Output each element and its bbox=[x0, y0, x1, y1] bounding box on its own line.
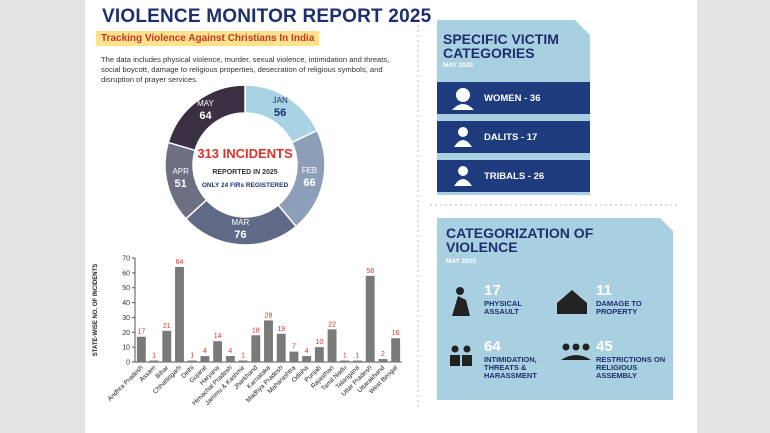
value-label: 1 bbox=[241, 353, 245, 360]
bar bbox=[213, 341, 223, 362]
value-label: 2 bbox=[381, 351, 385, 358]
victim-item: DALITS - 17 bbox=[484, 132, 538, 143]
value-label: 1 bbox=[356, 353, 360, 360]
bar bbox=[353, 360, 362, 362]
value-label: 21 bbox=[163, 323, 171, 330]
donut-center bbox=[194, 114, 296, 216]
bar bbox=[264, 320, 273, 362]
month-value: 66 bbox=[303, 177, 315, 189]
month-label: FEB bbox=[302, 166, 318, 175]
bar bbox=[251, 335, 261, 362]
panel-title: SPECIFIC VICTIM CATEGORIES bbox=[443, 31, 559, 61]
value-label: 28 bbox=[265, 312, 273, 319]
bar bbox=[378, 359, 388, 362]
description: The data includes physical violence, mur… bbox=[101, 55, 390, 84]
category: RESTRICTIONS ON RELIGIOUS ASSEMBLY bbox=[596, 355, 666, 380]
category-icons bbox=[450, 287, 591, 366]
bar bbox=[340, 360, 350, 362]
y-tick-label: 50 bbox=[122, 285, 130, 292]
bar bbox=[162, 330, 172, 362]
value-label: 1 bbox=[190, 353, 194, 360]
value-label: 10 bbox=[315, 339, 323, 346]
month-label: MAR bbox=[231, 218, 249, 227]
y-tick-label: 40 bbox=[122, 300, 130, 307]
bar bbox=[365, 275, 375, 362]
y-tick-label: 30 bbox=[122, 315, 130, 322]
center-subtitle: REPORTED IN 2025 bbox=[212, 169, 277, 176]
donut-segment bbox=[167, 84, 246, 152]
value-label: 7 bbox=[292, 344, 296, 351]
month-value: 76 bbox=[234, 229, 246, 241]
value-label: 22 bbox=[328, 321, 336, 328]
bar bbox=[327, 329, 337, 362]
value-label: 16 bbox=[392, 330, 400, 337]
center-note: ONLY 24 FIRs REGISTERED bbox=[202, 182, 289, 189]
period: MAY 2025 bbox=[446, 258, 476, 265]
category: DAMAGE TO PROPERTY bbox=[596, 299, 642, 316]
y-tick-label: 0 bbox=[126, 360, 130, 367]
y-tick-label: 60 bbox=[122, 270, 130, 277]
month-label: JAN bbox=[273, 96, 288, 105]
bar bbox=[238, 360, 248, 362]
bar bbox=[314, 347, 324, 362]
value-label: 1 bbox=[343, 353, 347, 360]
victim-icons bbox=[452, 88, 474, 186]
value-label: 4 bbox=[203, 348, 207, 355]
subtitle: Tracking Violence Against Christians In … bbox=[96, 31, 320, 46]
month-label: MAY bbox=[197, 99, 214, 108]
bar bbox=[225, 356, 235, 362]
bar bbox=[187, 360, 197, 362]
category-panel bbox=[437, 218, 673, 400]
category: PHYSICAL ASSAULT bbox=[484, 299, 522, 316]
center-title: 313 INCIDENTS bbox=[197, 146, 293, 161]
count: 17 bbox=[484, 282, 501, 299]
category: INTIMIDATION, THREATS & HARASSMENT bbox=[484, 355, 537, 380]
panel-title: CATEGORIZATION OF VIOLENCE bbox=[446, 225, 594, 255]
month-value: 56 bbox=[274, 107, 286, 119]
y-tick-label: 20 bbox=[122, 330, 130, 337]
value-label: 19 bbox=[277, 326, 285, 333]
month-value: 64 bbox=[199, 110, 212, 122]
bar bbox=[200, 356, 210, 362]
bar bbox=[302, 356, 312, 362]
value-label: 4 bbox=[228, 348, 232, 355]
value-label: 14 bbox=[214, 333, 222, 340]
month-label: APR bbox=[172, 167, 189, 176]
period: MAY 2025 bbox=[443, 62, 473, 69]
bar bbox=[289, 351, 299, 362]
month-value: 51 bbox=[175, 178, 187, 190]
count: 45 bbox=[596, 338, 613, 355]
value-label: 64 bbox=[176, 259, 184, 266]
count: 11 bbox=[596, 282, 612, 299]
count: 64 bbox=[484, 338, 501, 355]
victim-row bbox=[437, 121, 590, 153]
y-tick-label: 70 bbox=[122, 256, 130, 263]
bar bbox=[276, 333, 286, 362]
y-tick-label: 10 bbox=[122, 345, 130, 352]
title: VIOLENCE MONITOR REPORT 2025 bbox=[102, 6, 432, 27]
value-label: 17 bbox=[137, 329, 145, 336]
bar bbox=[149, 360, 159, 362]
value-label: 18 bbox=[252, 327, 260, 334]
victim-row bbox=[437, 160, 590, 192]
value-label: 4 bbox=[305, 348, 309, 355]
bar bbox=[136, 336, 146, 362]
value-label: 1 bbox=[152, 353, 156, 360]
x-tick-label: Andhra Pradesh bbox=[107, 364, 145, 402]
value-label: 58 bbox=[366, 268, 374, 275]
bar bbox=[391, 338, 401, 362]
y-axis-label: STATE-WISE NO. OF INCIDENTS bbox=[93, 264, 99, 356]
bar bbox=[175, 266, 184, 362]
victim-item: WOMEN - 36 bbox=[484, 93, 541, 104]
victim-item: TRIBALS - 26 bbox=[484, 171, 545, 182]
